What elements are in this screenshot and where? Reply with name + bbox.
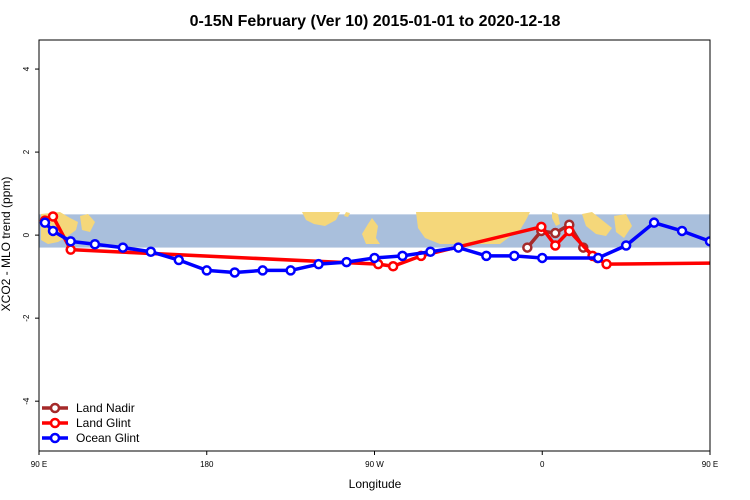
land-mass-7: [552, 212, 560, 226]
legend-label-land-glint: Land Glint: [76, 416, 131, 430]
x-tick-label: 180: [200, 460, 214, 469]
land-mass-8: [582, 212, 612, 236]
legend-label-ocean-glint: Ocean Glint: [76, 431, 140, 445]
x-axis-label: Longitude: [349, 477, 402, 491]
y-axis-ticks: -4 -2 0 2 4: [22, 66, 39, 405]
data-point-land-glint: [601, 258, 612, 270]
plot-frame: [38, 39, 711, 452]
x-tick-label: 90 W: [365, 460, 384, 469]
legend-marker-ocean-glint: [49, 432, 61, 444]
land-mass-3: [302, 212, 340, 226]
data-point-ocean-glint: [620, 240, 632, 251]
data-point-land-nadir: [522, 242, 533, 253]
x-axis-ticks: 90 E 180 90 W 0 90 E: [31, 451, 718, 469]
x-tick-label: 90 E: [31, 460, 47, 469]
data-point-ocean-glint: [734, 242, 742, 250]
series-ocean-glint: [39, 217, 742, 278]
data-point-ocean-glint: [65, 236, 76, 247]
land-mass-4: [344, 212, 350, 217]
legend-marker-land-glint: [49, 417, 61, 429]
data-point-ocean-glint: [425, 246, 436, 257]
data-point-ocean-glint: [201, 265, 212, 276]
land-mass-2: [80, 214, 95, 232]
y-tick-label: 4: [22, 66, 31, 71]
data-point-land-glint: [65, 244, 76, 255]
x-tick-label: 90 E: [702, 460, 718, 469]
series-line-land-glint: [44, 214, 710, 269]
data-point-ocean-glint: [173, 254, 185, 266]
data-point-ocean-glint: [369, 252, 380, 264]
data-point-ocean-glint: [537, 252, 548, 264]
chart-title: 0-15N February (Ver 10) 2015-01-01 to 20…: [190, 13, 561, 30]
data-point-ocean-glint: [648, 217, 660, 228]
data-point-land-glint: [536, 221, 547, 233]
legend-label-land-nadir: Land Nadir: [76, 401, 135, 415]
y-tick-label: 2: [22, 149, 31, 154]
map-band: [39, 212, 710, 248]
data-point-land-glint: [47, 211, 59, 222]
series-layer: [39, 211, 742, 278]
data-point-ocean-glint: [257, 265, 268, 276]
land-mass-9: [614, 214, 632, 238]
data-point-ocean-glint: [397, 250, 408, 262]
data-point-ocean-glint: [47, 225, 59, 237]
y-tick-label: -4: [22, 397, 31, 405]
data-point-ocean-glint: [117, 242, 129, 253]
data-point-ocean-glint: [145, 246, 157, 257]
data-point-ocean-glint: [704, 236, 710, 247]
data-point-ocean-glint: [313, 258, 324, 270]
y-tick-label: -2: [22, 314, 31, 322]
data-point-ocean-glint: [341, 256, 352, 268]
data-point-ocean-glint: [481, 250, 492, 262]
y-tick-label: 0: [22, 232, 31, 237]
land-mass-5: [362, 218, 380, 244]
data-point-ocean-glint: [453, 242, 464, 253]
x-tick-label: 0: [540, 460, 545, 469]
y-axis-label: XCO2 - MLO trend (ppm): [0, 177, 13, 312]
data-point-ocean-glint: [676, 225, 688, 237]
data-point-land-glint: [564, 225, 575, 237]
data-point-ocean-glint: [285, 265, 296, 276]
data-point-ocean-glint: [592, 252, 604, 264]
data-point-land-glint: [387, 261, 399, 272]
data-point-land-nadir: [550, 227, 561, 239]
data-point-land-glint: [550, 240, 561, 251]
data-point-ocean-glint: [89, 239, 101, 250]
legend-marker-land-nadir: [49, 402, 61, 414]
data-point-ocean-glint: [229, 267, 240, 278]
data-point-ocean-glint: [509, 250, 520, 262]
data-point-ocean-glint: [39, 217, 51, 228]
